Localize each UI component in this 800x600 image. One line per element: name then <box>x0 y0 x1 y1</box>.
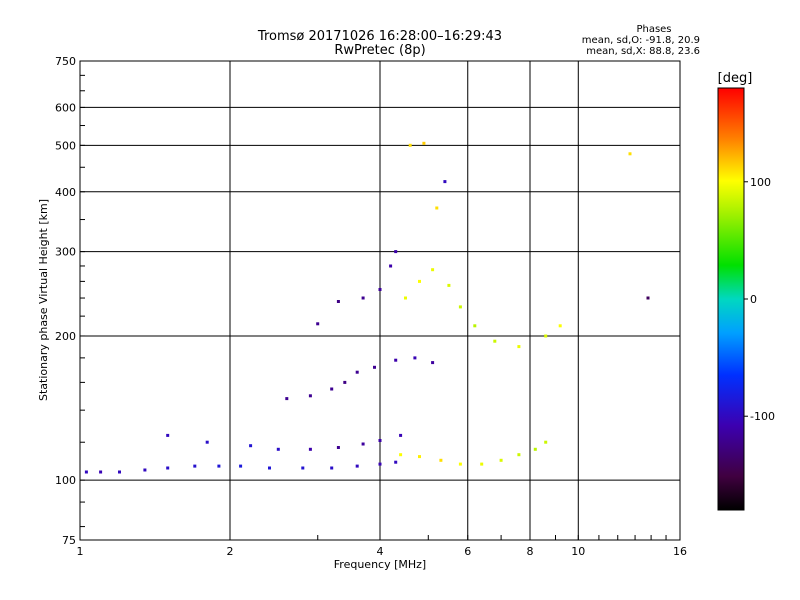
data-point <box>458 462 462 466</box>
data-point <box>499 458 503 462</box>
phase-stats-x: mean, sd,X: 88.8, 23.6 <box>586 46 700 57</box>
data-point <box>249 444 253 448</box>
y-tick-label: 400 <box>55 186 76 199</box>
y-tick-label: 100 <box>55 474 76 487</box>
data-point <box>343 380 347 384</box>
data-point <box>394 250 398 254</box>
data-point <box>408 143 412 147</box>
x-tick-label: 2 <box>227 545 234 558</box>
data-point <box>355 464 359 468</box>
data-point <box>533 447 537 451</box>
data-point <box>458 305 462 309</box>
data-point <box>473 324 477 328</box>
data-point <box>646 296 650 300</box>
data-point <box>418 455 421 459</box>
data-point <box>268 466 271 470</box>
data-point <box>389 264 393 268</box>
y-tick-label: 750 <box>55 55 76 68</box>
data-point <box>422 141 426 145</box>
data-point <box>378 288 382 291</box>
y-tick-label: 600 <box>55 101 76 114</box>
data-point <box>413 356 417 360</box>
data-point <box>399 433 403 437</box>
data-point <box>558 324 562 328</box>
data-point <box>205 440 209 444</box>
y-axis-label: Stationary phase Virtual Height [km] <box>37 199 50 401</box>
data-point <box>431 361 435 365</box>
phase-stats-title: Phases <box>636 24 671 35</box>
data-point <box>628 152 632 156</box>
data-point <box>418 279 421 283</box>
data-point <box>330 466 334 470</box>
data-point <box>404 296 407 300</box>
chart-subtitle: RwPretec (8p) <box>334 43 425 58</box>
data-point <box>373 365 376 369</box>
data-point <box>276 447 280 451</box>
data-point <box>493 339 497 343</box>
data-point <box>517 453 521 457</box>
chart-title-group: Tromsø 20171026 16:28:00–16:29:43 RwPret… <box>257 29 502 58</box>
axes: 1 2 4 6 8 10 16 75 100 200 300 400 500 600 750 <box>55 55 687 558</box>
x-tick-label: 10 <box>571 545 585 558</box>
colorbar-gradient <box>717 87 745 511</box>
colorbar-label: [deg] <box>718 71 753 86</box>
data-point <box>443 180 447 184</box>
colorbar-tick-label: -100 <box>750 410 775 423</box>
data-point <box>84 470 88 474</box>
data-point <box>431 268 435 272</box>
x-tick-label: 6 <box>464 545 471 558</box>
y-tick-label: 75 <box>62 534 76 547</box>
x-tick-label: 4 <box>377 545 384 558</box>
data-point <box>355 370 359 374</box>
x-tick-label: 8 <box>527 545 534 558</box>
data-point <box>336 300 340 303</box>
data-point <box>285 397 289 401</box>
data-points <box>84 141 650 474</box>
data-point <box>447 283 451 287</box>
x-tick-label: 1 <box>77 545 84 558</box>
x-axis-label: Frequency [MHz] <box>334 558 426 571</box>
data-point <box>361 296 365 300</box>
data-point <box>239 464 243 468</box>
data-point <box>435 206 439 210</box>
data-point <box>193 464 197 468</box>
data-point <box>308 394 312 398</box>
data-point <box>399 453 403 457</box>
colorbar: [deg] 100 0 -100 <box>717 71 775 511</box>
data-point <box>394 460 398 464</box>
data-point <box>99 470 103 474</box>
data-point <box>336 446 340 449</box>
data-point <box>394 358 398 362</box>
colorbar-tick-label: 100 <box>750 176 771 189</box>
data-point <box>143 468 147 472</box>
data-point <box>378 462 382 466</box>
data-point <box>316 322 320 326</box>
data-point <box>308 447 312 451</box>
data-point <box>439 458 443 462</box>
y-tick-label: 300 <box>55 246 76 259</box>
phase-stats-o: mean, sd,O: -91.8, 20.9 <box>582 35 700 46</box>
phase-stats: Phases mean, sd,O: -91.8, 20.9 mean, sd,… <box>582 24 700 57</box>
data-point <box>166 433 170 437</box>
data-point <box>544 440 548 444</box>
data-point <box>217 464 221 468</box>
x-tick-label: 16 <box>673 545 687 558</box>
chart-title: Tromsø 20171026 16:28:00–16:29:43 <box>257 29 502 44</box>
data-point <box>166 466 170 470</box>
data-point <box>480 462 484 466</box>
data-point <box>544 334 548 338</box>
data-point <box>517 345 521 349</box>
colorbar-ticks: 100 0 -100 <box>744 176 775 423</box>
data-point <box>118 470 121 474</box>
colorbar-tick-label: 0 <box>750 293 757 306</box>
y-tick-label: 500 <box>55 139 76 152</box>
data-point <box>301 466 305 470</box>
data-point <box>378 439 382 442</box>
data-point <box>330 387 334 391</box>
data-point <box>361 442 365 446</box>
y-tick-label: 200 <box>55 330 76 343</box>
